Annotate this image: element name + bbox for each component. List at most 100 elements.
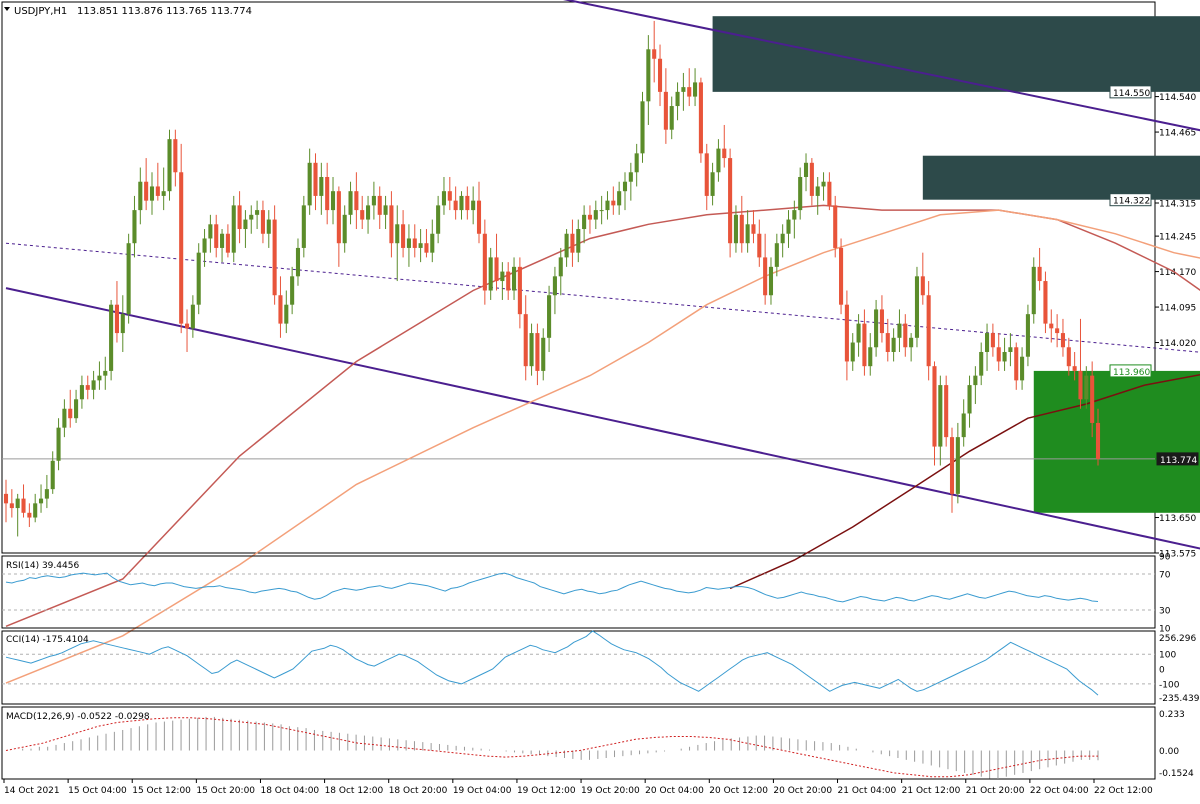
y-tick-label: 114.540	[1159, 93, 1196, 103]
time-axis: 14 Oct 2021 15 Oct 04:00 15 Oct 12:00 15 Oc…	[3, 779, 1153, 796]
candle-body	[488, 257, 493, 291]
candle-body	[21, 498, 26, 513]
candle-body	[605, 200, 610, 211]
candle-body	[786, 219, 791, 234]
trendline-upper-channel[interactable]	[543, 0, 1200, 134]
cci-tick-label: 100	[1159, 651, 1176, 661]
x-tick-label: 22 Oct 12:00	[1094, 786, 1153, 796]
price-label-current[interactable]	[1156, 452, 1199, 466]
candle-body	[949, 437, 955, 494]
candle-body	[914, 276, 920, 338]
trendline-mid-channel[interactable]	[5, 242, 1200, 357]
candle-body	[693, 82, 698, 97]
candle-body	[149, 186, 155, 201]
candle-body	[325, 176, 330, 211]
candle-body	[1066, 347, 1071, 367]
panel-frame	[1, 706, 1156, 780]
candle-body	[482, 233, 487, 291]
candle-body	[348, 191, 353, 215]
candle-body	[681, 87, 686, 92]
candle-body	[879, 309, 884, 334]
candle-body	[751, 224, 756, 234]
price-label-support[interactable]	[1109, 364, 1152, 378]
candle-body	[97, 375, 102, 381]
x-tick-label: 15 Oct 04:00	[68, 786, 127, 796]
candle-body	[307, 162, 312, 206]
candle-body	[856, 323, 861, 343]
macd-panel[interactable]: 0.233 0.00 -0.1524	[1, 706, 1194, 780]
candle-body	[541, 337, 546, 371]
cci-tick-label: 0	[1159, 666, 1165, 676]
moving-average-3	[729, 373, 1200, 590]
candle-body	[716, 148, 721, 173]
price-label-resistance_lower[interactable]	[1109, 193, 1152, 207]
candle-body	[225, 233, 230, 253]
price-label-resistance_upper[interactable]	[1109, 85, 1152, 99]
candle-body	[926, 295, 931, 367]
x-tick-label: 20 Oct 12:00	[709, 786, 768, 796]
candle-body	[850, 342, 855, 362]
price-label-text: 114.322	[1113, 197, 1150, 207]
cci-panel[interactable]: 256.296 100 0 -100 -235.4396	[1, 630, 1200, 705]
candle-body	[114, 304, 119, 334]
zone-lower-supply	[922, 155, 1200, 200]
candle-body	[652, 49, 657, 59]
candle-body	[79, 385, 84, 400]
x-tick-label: 20 Oct 04:00	[645, 786, 704, 796]
candle-body	[1078, 370, 1083, 400]
candle-body	[815, 186, 820, 196]
candle-body	[103, 370, 108, 376]
candle-body	[891, 337, 896, 352]
candle-body	[1090, 375, 1095, 423]
candle-body	[663, 91, 668, 130]
candle-body	[622, 181, 628, 192]
candle-body	[441, 191, 447, 206]
candle-body	[132, 210, 137, 244]
candle-body	[412, 238, 417, 248]
candle-body	[38, 498, 44, 504]
candle-body	[126, 243, 131, 315]
candle-body	[401, 224, 406, 248]
candle-body	[862, 323, 867, 367]
candle-body	[424, 243, 429, 253]
candle-body	[494, 257, 499, 282]
candle-body	[844, 304, 849, 362]
candle-body	[839, 247, 844, 305]
candle-body	[511, 266, 517, 291]
candle-body	[1008, 347, 1013, 352]
trendline-lower-channel[interactable]	[5, 287, 1200, 553]
price-label-text: 114.550	[1113, 89, 1150, 99]
cci-line	[5, 630, 1099, 696]
candle-body	[955, 437, 960, 494]
candle-body	[68, 408, 73, 419]
x-tick-label: 21 Oct 20:00	[966, 786, 1025, 796]
candle-body	[173, 139, 178, 173]
cci-title: CCI(14) -175.4104	[6, 635, 89, 645]
candle-body	[190, 304, 195, 329]
candle-body	[476, 200, 482, 234]
candle-body	[354, 191, 359, 211]
main-panel[interactable]: 114.690114.615114.540114.465114.390114.3…	[1, 0, 1200, 684]
candle-body	[1060, 333, 1066, 348]
candle-body	[290, 276, 295, 305]
rsi-title: RSI(14) 39.4456	[6, 561, 79, 571]
candle-body	[558, 257, 563, 277]
candle-body	[295, 247, 301, 277]
candle-body	[179, 172, 184, 324]
candle-body	[418, 243, 423, 248]
candle-body	[208, 224, 213, 239]
candle-body	[459, 195, 464, 211]
candle-body	[249, 214, 254, 220]
candle-body	[91, 380, 96, 390]
candle-body	[1043, 281, 1048, 324]
candle-body	[646, 49, 651, 102]
candle-body	[471, 200, 476, 211]
candle-body	[827, 181, 832, 206]
rsi-panel[interactable]: 90 70 30 10	[1, 553, 1171, 635]
x-tick-label: 22 Oct 04:00	[1030, 786, 1089, 796]
candle-body	[430, 233, 435, 253]
collapse-triangle-icon[interactable]	[4, 7, 10, 11]
y-tick-label: 113.575	[1159, 550, 1196, 560]
candle-body	[465, 195, 470, 211]
